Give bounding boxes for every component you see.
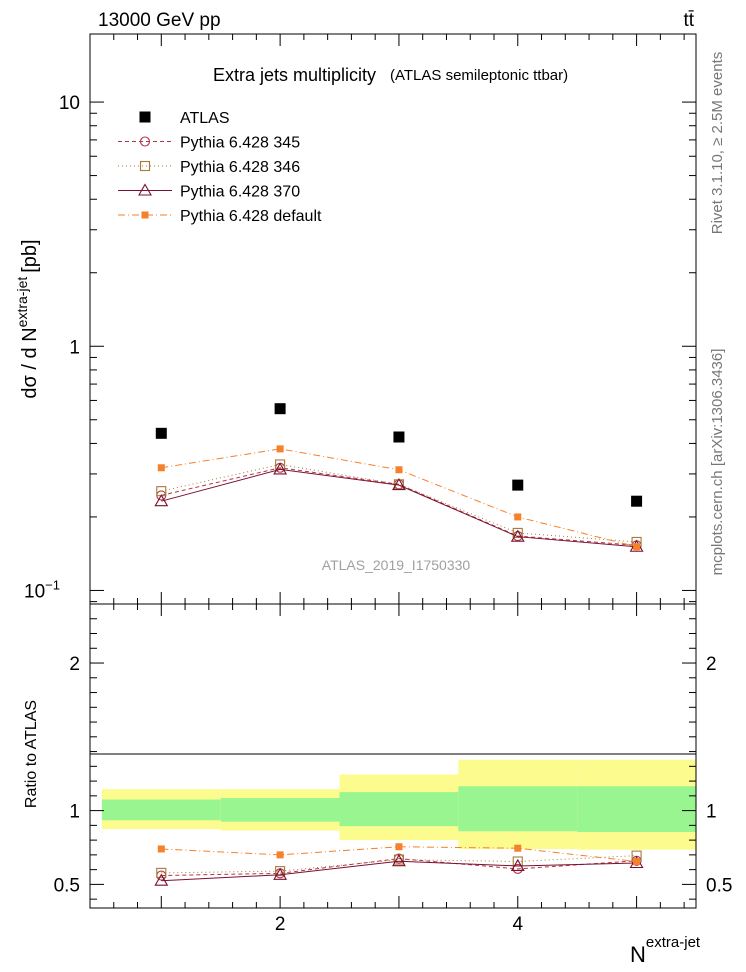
ratio-plot-series: [154, 843, 644, 886]
ratio-y-tick-label-right-1: 1: [706, 802, 717, 823]
data-point-s0-2: [393, 431, 405, 443]
main-plot-series: [154, 403, 644, 552]
data-point-s0-1: [274, 403, 286, 415]
ratio-point-s3-4: [633, 858, 641, 866]
main-y-label-unit: [pb]: [19, 239, 41, 272]
legend-label-4: Pythia 6.428 default: [180, 208, 322, 225]
main-y-label-sup: extra-jet: [14, 277, 30, 328]
data-point-s4-1: [276, 445, 284, 453]
ratio-line-2: [161, 860, 637, 882]
ratio-point-s3-0: [157, 845, 165, 853]
data-point-s4-2: [395, 466, 403, 474]
main-y-axis-label: dσ / d Nextra-jet [pb]: [14, 239, 41, 398]
ratio-point-s1-0: [156, 867, 167, 878]
legend-label-0: ATLAS: [180, 110, 230, 127]
legend-label-2: Pythia 6.428 346: [180, 159, 300, 176]
ratio-y-tick-label-2: 2: [69, 654, 80, 675]
ratio-y-tick-label-right-0: 0.5: [706, 875, 732, 896]
ratio-line-0: [161, 858, 637, 877]
x-label-sup: extra-jet: [646, 934, 701, 951]
energy-label: 13000 GeV pp: [98, 10, 221, 31]
ratio-y-axis-label: Ratio to ATLAS: [23, 700, 40, 808]
plot-title: Extra jets multiplicity: [213, 65, 376, 85]
legend-label-1: Pythia 6.428 345: [180, 135, 300, 152]
x-tick-label-0: 2: [275, 914, 286, 935]
ratio-y-tick-label-right-2: 2: [706, 654, 717, 675]
data-point-s3-2: [391, 478, 406, 491]
main-plot-panel: Extra jets multiplicity (ATLAS semilepto…: [14, 33, 697, 605]
ratio-point-s3-2: [395, 843, 403, 851]
inner-band-1: [220, 798, 340, 822]
tick-exponent: −1: [45, 577, 60, 592]
main-plot-ticks: [90, 34, 696, 604]
ratio-line-1: [161, 855, 637, 874]
legend-marker-0: [139, 111, 151, 123]
legend-marker-1: [139, 136, 151, 147]
mcplots-label: mcplots.cern.ch [arXiv:1306.3436]: [709, 349, 726, 576]
data-point-s2-3: [512, 527, 523, 538]
tick-base: 10: [24, 581, 45, 602]
series-line-3: [161, 468, 637, 548]
main-y-label-text: dσ / d N: [19, 327, 41, 398]
ratio-plot-panel: 0.5 0.5 1 1 2 2 2 4 Ratio to ATLAS Nextra-jet: [23, 603, 733, 967]
main-y-tick-label-0: 10−1: [24, 577, 60, 602]
legend-marker-3: [138, 183, 152, 196]
ratio-point-s2-2: [391, 854, 406, 867]
main-y-tick-label-1: 1: [69, 337, 80, 358]
data-point-s3-0: [154, 494, 169, 507]
rivet-version-label: Rivet 3.1.10, ≥ 2.5M events: [709, 52, 726, 235]
process-label: tt̄: [683, 10, 694, 31]
legend: ATLAS Pythia 6.428 345 Pythia 6.428 346 Pyt…: [118, 110, 322, 225]
inner-band-2: [339, 792, 459, 827]
plot-subtitle: (ATLAS semileptonic ttbar): [390, 67, 568, 84]
main-y-tick-label-2: 10: [59, 93, 80, 114]
ratio-uncertainty-bands: [101, 759, 696, 850]
data-point-s3-3: [510, 529, 525, 542]
inner-band-4: [577, 786, 696, 832]
ratio-point-s2-3: [510, 858, 525, 871]
legend-marker-4: [141, 211, 149, 219]
analysis-watermark: ATLAS_2019_I1750330: [322, 557, 471, 573]
series-line-4: [161, 448, 637, 548]
data-point-s4-0: [157, 464, 165, 472]
ratio-point-s1-1: [275, 866, 286, 877]
ratio-tick-labels: 0.5 0.5 1 1 2 2 2 4: [54, 654, 733, 935]
ratio-point-s2-0: [154, 873, 169, 886]
data-point-s4-4: [633, 543, 641, 551]
ratio-y-tick-label-1: 1: [69, 802, 80, 823]
data-point-s0-0: [155, 427, 167, 439]
data-point-s4-3: [514, 513, 522, 521]
data-point-s0-4: [631, 495, 643, 507]
inner-band-0: [101, 799, 221, 821]
x-tick-label-1: 4: [512, 914, 523, 935]
inner-band-3: [458, 786, 578, 832]
legend-label-3: Pythia 6.428 370: [180, 184, 300, 201]
x-axis-label: Nextra-jet: [630, 934, 701, 967]
ratio-point-s2-1: [273, 867, 288, 880]
data-point-s3-1: [273, 462, 288, 475]
ratio-plot-frame: [89, 603, 697, 909]
series-line-1: [161, 467, 637, 546]
series-line-2: [161, 463, 637, 543]
x-label-text: N: [630, 942, 646, 967]
ratio-plot-ticks: [90, 604, 696, 908]
ratio-point-s3-3: [514, 844, 522, 852]
ratio-point-s3-1: [276, 851, 284, 859]
ratio-y-tick-label-0: 0.5: [54, 875, 80, 896]
data-point-s0-3: [512, 479, 524, 491]
legend-marker-2: [139, 160, 151, 172]
